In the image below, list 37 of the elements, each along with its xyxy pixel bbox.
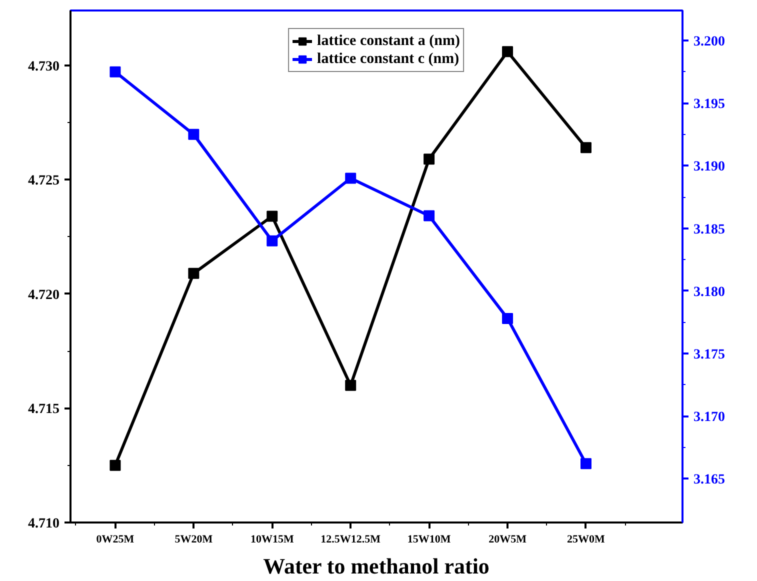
x-tick-label: 20W5M xyxy=(488,534,528,546)
y2-tick-label: 3.180 xyxy=(694,284,725,300)
point xyxy=(580,142,592,154)
x-tick-label: 12.5W12.5M xyxy=(320,534,382,546)
point xyxy=(110,66,121,78)
x-tick-label: 5W20M xyxy=(174,534,214,546)
x-tick-label: 10W15M xyxy=(250,534,294,546)
point xyxy=(266,210,278,222)
y-tick-label: 4.715 xyxy=(28,402,60,418)
y2-tick-label: 3.165 xyxy=(694,472,725,488)
y2-tick-label: 3.185 xyxy=(694,222,725,238)
y2-tick-label: 3.175 xyxy=(694,348,725,362)
y2-tick-label: 3.190 xyxy=(694,160,725,175)
x-tick-label: 0W25M xyxy=(96,534,135,546)
point xyxy=(345,172,356,184)
x-axis-title: Water to methanol ratio xyxy=(263,554,490,578)
point xyxy=(110,460,121,471)
point xyxy=(502,46,514,58)
y2-tick-label: 3.170 xyxy=(694,410,725,426)
legend-label: lattice constant c (nm) xyxy=(317,50,460,68)
point xyxy=(188,128,200,140)
x-tick-label: 25W0M xyxy=(567,534,606,546)
point xyxy=(266,235,278,246)
y-tick-label: 4.720 xyxy=(28,288,60,303)
point xyxy=(188,268,200,279)
legend-label: lattice constant a (nm) xyxy=(317,32,460,50)
y-tick-label: 4.730 xyxy=(28,59,60,74)
point xyxy=(345,380,356,391)
point xyxy=(580,458,592,470)
point xyxy=(424,154,435,165)
y-tick-label: 4.710 xyxy=(28,516,60,532)
y2-tick-label: 3.195 xyxy=(694,97,725,112)
y-tick-label: 4.725 xyxy=(28,174,60,189)
point xyxy=(424,210,435,222)
x-tick-label: 15W10M xyxy=(407,534,452,546)
y2-tick-label: 3.200 xyxy=(694,34,725,50)
point xyxy=(502,312,514,324)
